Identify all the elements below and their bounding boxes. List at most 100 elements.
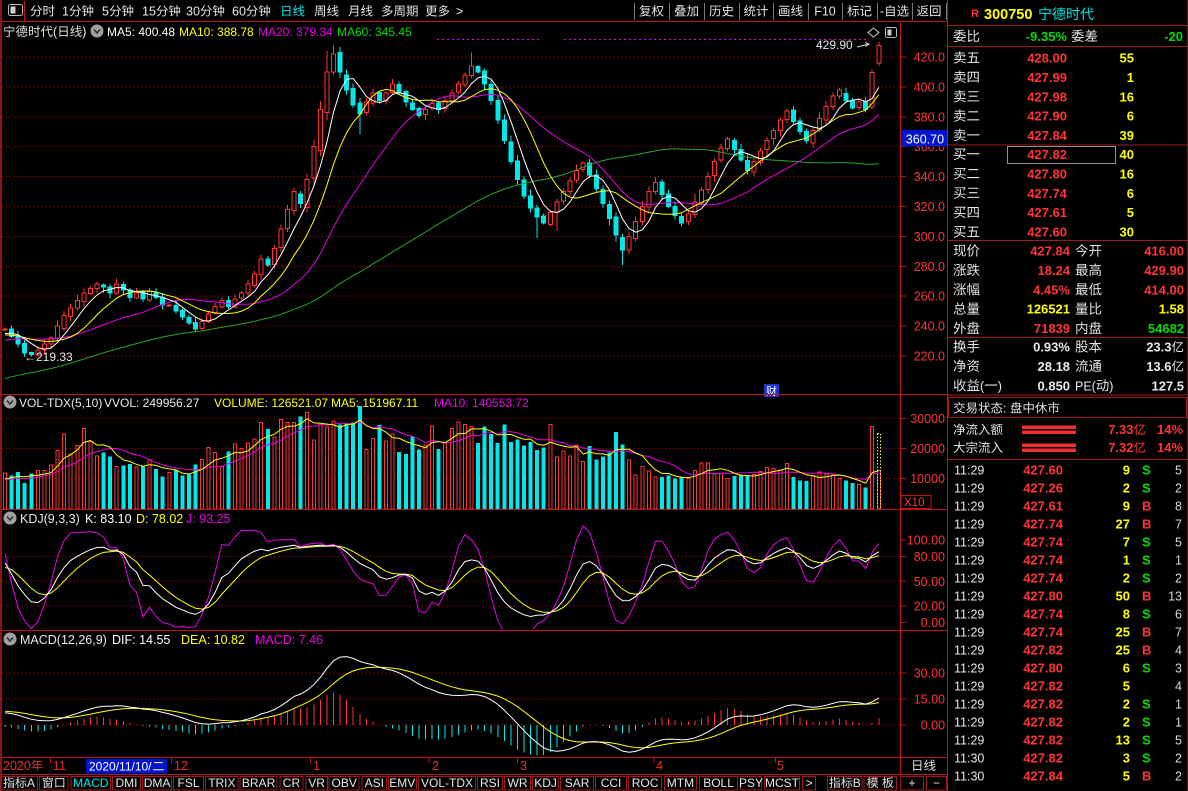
- svg-text:30: 30: [186, 5, 200, 19]
- svg-text:>: >: [456, 5, 463, 19]
- svg-text:MACD: 7.46: MACD: 7.46: [255, 633, 323, 647]
- svg-text:PE(: PE(: [1075, 379, 1097, 393]
- svg-text:2020/11/10/: 2020/11/10/: [89, 760, 152, 774]
- svg-text:DIF: 14.55: DIF: 14.55: [112, 633, 170, 647]
- svg-text:18.24: 18.24: [1038, 263, 1071, 278]
- svg-text:427.98: 427.98: [1027, 89, 1067, 104]
- svg-text:TRIX: TRIX: [208, 776, 235, 790]
- svg-text:S: S: [1142, 697, 1151, 712]
- svg-text:7: 7: [1123, 535, 1130, 550]
- svg-text:ASI: ASI: [365, 776, 384, 790]
- svg-text:8: 8: [1175, 500, 1182, 514]
- svg-text:S: S: [1142, 481, 1151, 496]
- svg-text:71839: 71839: [1034, 321, 1070, 336]
- svg-text:ROC: ROC: [632, 776, 659, 790]
- svg-text:MA5: 400.48: MA5: 400.48: [107, 25, 175, 39]
- svg-text:11:29: 11:29: [954, 554, 984, 568]
- svg-text:39: 39: [1120, 128, 1134, 143]
- svg-text:420.0: 420.0: [914, 51, 945, 65]
- svg-text:7: 7: [1175, 626, 1182, 640]
- svg-text:300750: 300750: [984, 7, 1032, 23]
- svg-text:7: 7: [1175, 518, 1182, 532]
- svg-text:25: 25: [1116, 625, 1130, 640]
- svg-text:OBV: OBV: [332, 776, 357, 790]
- svg-text:(: (: [980, 379, 985, 393]
- svg-text:KDJ: KDJ: [534, 776, 557, 790]
- svg-text:S: S: [1142, 535, 1151, 550]
- svg-text:DMI: DMI: [116, 776, 138, 790]
- svg-text:MA10: 388.78: MA10: 388.78: [179, 25, 254, 39]
- svg-text:1: 1: [1175, 554, 1182, 568]
- svg-text:427.60: 427.60: [1023, 463, 1063, 478]
- svg-text:3: 3: [1175, 662, 1182, 676]
- svg-text:0.850: 0.850: [1038, 378, 1071, 393]
- svg-text:B: B: [1142, 643, 1151, 658]
- svg-text:VVOL: 249956.27: VVOL: 249956.27: [104, 396, 200, 410]
- svg-text:427.74: 427.74: [1027, 186, 1068, 201]
- svg-text:127.5: 127.5: [1152, 378, 1185, 393]
- svg-text:8: 8: [1123, 607, 1130, 622]
- svg-text:54682: 54682: [1148, 321, 1184, 336]
- svg-text:X10: X10: [904, 497, 924, 509]
- svg-text:13: 13: [1116, 733, 1130, 748]
- svg-text:427.90: 427.90: [1027, 109, 1067, 124]
- svg-text:16: 16: [1120, 166, 1134, 181]
- svg-text:16: 16: [1120, 89, 1134, 104]
- svg-text:MTM: MTM: [667, 776, 694, 790]
- svg-text:1.58: 1.58: [1159, 302, 1184, 317]
- svg-text:PSY: PSY: [739, 776, 763, 790]
- svg-text:10000: 10000: [910, 472, 945, 486]
- svg-text:4: 4: [1175, 644, 1182, 658]
- svg-text:F10: F10: [814, 5, 836, 19]
- svg-text:427.84: 427.84: [1030, 244, 1071, 259]
- svg-text:427.82: 427.82: [1027, 147, 1067, 162]
- svg-text:J: 93.25: J: 93.25: [186, 512, 231, 526]
- svg-text:30000: 30000: [910, 412, 945, 426]
- svg-text:11:29: 11:29: [954, 608, 984, 622]
- svg-text:-: -: [880, 5, 884, 19]
- svg-text:11:29: 11:29: [954, 590, 984, 604]
- svg-text:): ): [82, 25, 86, 39]
- svg-text:VOL-TDX(5,10): VOL-TDX(5,10): [19, 396, 102, 410]
- svg-text:3: 3: [520, 759, 527, 773]
- svg-text:2: 2: [432, 759, 439, 773]
- svg-text:126521: 126521: [1027, 302, 1070, 317]
- svg-text:): ): [1109, 379, 1113, 393]
- svg-text:20000: 20000: [910, 442, 945, 456]
- svg-text:11:29: 11:29: [954, 500, 984, 514]
- svg-text:MA5: 151967.11: MA5: 151967.11: [331, 396, 419, 410]
- svg-text:6: 6: [1175, 608, 1182, 622]
- svg-text:5: 5: [1175, 734, 1182, 748]
- svg-text:R: R: [971, 8, 979, 20]
- svg-text::: :: [1003, 402, 1006, 416]
- svg-text:S: S: [1142, 661, 1151, 676]
- svg-text:11:29: 11:29: [954, 662, 984, 676]
- svg-text:280.0: 280.0: [914, 260, 945, 274]
- svg-text:30: 30: [1120, 225, 1134, 240]
- svg-text:11:30: 11:30: [954, 770, 984, 784]
- svg-text:7.32: 7.32: [1108, 440, 1133, 455]
- svg-text:7.33: 7.33: [1108, 422, 1133, 437]
- svg-text:11: 11: [53, 759, 66, 773]
- svg-text:11:29: 11:29: [954, 572, 984, 586]
- svg-text:BRAR: BRAR: [242, 776, 276, 790]
- svg-text:2: 2: [1175, 572, 1182, 586]
- svg-text:15: 15: [142, 5, 156, 19]
- svg-text:K: 83.10: K: 83.10: [85, 512, 132, 526]
- svg-text:2: 2: [1123, 715, 1130, 730]
- svg-text:): ): [998, 379, 1002, 393]
- svg-text:414.00: 414.00: [1144, 282, 1184, 297]
- svg-text:S: S: [1142, 715, 1151, 730]
- svg-text:CR: CR: [283, 776, 301, 790]
- svg-text:380.0: 380.0: [914, 110, 945, 124]
- svg-text:427.74: 427.74: [1023, 553, 1064, 568]
- svg-text:(: (: [53, 25, 58, 39]
- svg-text:5: 5: [1123, 679, 1130, 694]
- svg-text:9: 9: [1123, 499, 1130, 514]
- svg-text:−: −: [933, 776, 940, 790]
- svg-text:DEA: 10.82: DEA: 10.82: [181, 633, 245, 647]
- svg-text:320.0: 320.0: [914, 200, 945, 214]
- svg-text:B: B: [853, 776, 861, 790]
- svg-text:S: S: [1142, 463, 1151, 478]
- svg-text:300.0: 300.0: [914, 230, 945, 244]
